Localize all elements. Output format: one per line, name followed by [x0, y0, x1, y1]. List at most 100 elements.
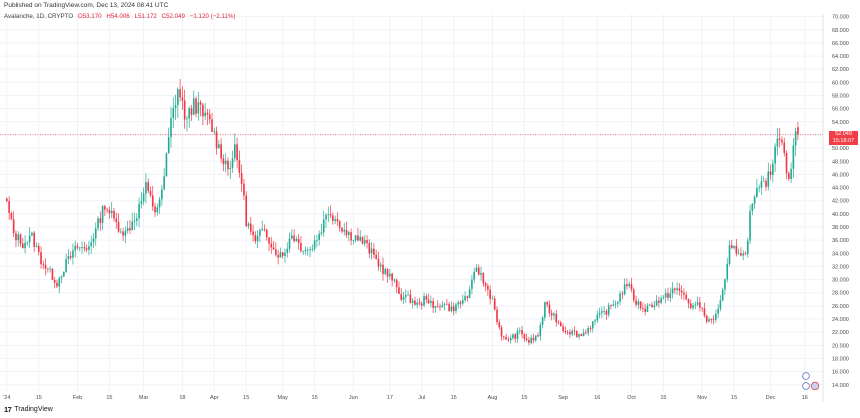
- candle-body: [477, 267, 480, 275]
- candle-body: [131, 221, 134, 231]
- candle-body: [347, 232, 350, 235]
- candle-body: [607, 305, 610, 315]
- candle-body: [24, 242, 26, 249]
- candle-body: [254, 235, 257, 242]
- candle-body: [279, 252, 282, 258]
- candle-body: [430, 301, 432, 304]
- candle-body: [373, 248, 375, 255]
- candle-body: [772, 163, 774, 175]
- candle-body: [466, 296, 469, 298]
- candle-body: [443, 303, 446, 305]
- candle-body: [147, 182, 150, 192]
- candle-body: [434, 305, 437, 308]
- candle-body: [236, 144, 238, 161]
- candle-body: [673, 288, 676, 291]
- candle-body: [699, 302, 701, 308]
- candle-body: [557, 322, 560, 324]
- x-tick-label: Sep: [558, 395, 568, 401]
- y-tick-label: 46.000: [832, 172, 849, 178]
- candle-body: [646, 305, 649, 312]
- event-marker-icon[interactable]: [802, 372, 810, 380]
- candle-body: [660, 298, 662, 303]
- high-value: H54.006: [106, 13, 130, 20]
- dividend-marker-icon[interactable]: [802, 382, 810, 390]
- y-tick-label: 18.000: [832, 356, 849, 362]
- candle-body: [594, 320, 596, 322]
- candle-body: [678, 288, 681, 291]
- candle-body: [468, 289, 471, 298]
- candle-body: [648, 304, 651, 306]
- symbol-legend: Avalanche, 1D, CRYPTO O53.170 H54.006 L5…: [4, 13, 235, 20]
- change-value: −1.120 (−2.11%): [189, 13, 236, 20]
- candle-body: [717, 308, 719, 314]
- candle-body: [564, 331, 567, 332]
- candle-body: [523, 334, 526, 339]
- candle-body: [616, 301, 619, 304]
- candle-body: [240, 172, 243, 184]
- x-tick-label: Nov: [697, 395, 707, 401]
- candle-body: [685, 294, 688, 300]
- candle-body: [489, 289, 491, 299]
- candle-body: [218, 144, 220, 149]
- candle-body: [15, 233, 17, 241]
- candle-body: [60, 276, 63, 279]
- candle-body: [724, 279, 726, 290]
- us-flag-event-icon[interactable]: [810, 381, 820, 391]
- candle-body: [420, 303, 423, 306]
- candle-body: [521, 330, 523, 335]
- x-tick-label: 15: [106, 395, 112, 401]
- candle-body: [108, 209, 111, 214]
- candle-body: [715, 313, 717, 320]
- candle-body: [701, 307, 703, 309]
- y-tick-label: 26.000: [832, 304, 849, 310]
- candle-body: [306, 249, 309, 251]
- candle-body: [208, 114, 211, 120]
- candle-body: [368, 243, 371, 254]
- candle-body: [12, 219, 15, 234]
- candle-body: [106, 209, 108, 211]
- close-value: C52.049: [161, 13, 186, 20]
- candle-body: [290, 235, 293, 239]
- candle-body: [514, 334, 517, 339]
- candle-body: [503, 336, 505, 338]
- candle-body: [726, 263, 729, 280]
- x-tick-label: Apr: [210, 395, 219, 401]
- candle-body: [566, 331, 569, 333]
- candle-body: [238, 160, 241, 173]
- candle-body: [582, 332, 585, 337]
- candle-body: [104, 206, 106, 210]
- candle-body: [712, 319, 715, 321]
- candle-body: [170, 118, 172, 138]
- candle-body: [10, 212, 13, 220]
- candle-body: [138, 203, 140, 219]
- candle-body: [56, 282, 58, 287]
- candle-body: [140, 201, 143, 204]
- candle-body: [322, 219, 325, 233]
- candle-body: [265, 229, 268, 238]
- candle-body: [655, 300, 658, 306]
- candle-body: [425, 296, 428, 300]
- open-value: O53.170: [77, 13, 102, 20]
- candle-body: [760, 181, 763, 188]
- candle-body: [206, 112, 209, 115]
- candle-body: [295, 238, 298, 242]
- event-markers[interactable]: [802, 372, 820, 391]
- candle-body: [708, 319, 710, 322]
- candle-body: [17, 234, 20, 241]
- candle-body: [632, 289, 635, 301]
- symbol-label: Avalanche, 1D, CRYPTO: [4, 13, 74, 20]
- candle-body: [229, 167, 232, 170]
- candle-body: [423, 296, 425, 306]
- candle-body: [58, 278, 61, 287]
- y-axis: 70.000 68.000 66.000 64.000 62.000 60.000 58.0…: [832, 15, 849, 389]
- candle-body: [516, 330, 519, 339]
- candle-body: [687, 299, 690, 304]
- candle-body: [740, 253, 742, 256]
- candle-body: [498, 322, 501, 328]
- tradingview-logo[interactable]: 17 TradingView: [4, 405, 53, 414]
- candle-body: [192, 98, 195, 115]
- candle-body: [389, 273, 391, 277]
- candle-body: [243, 183, 245, 196]
- candle-body: [65, 259, 67, 272]
